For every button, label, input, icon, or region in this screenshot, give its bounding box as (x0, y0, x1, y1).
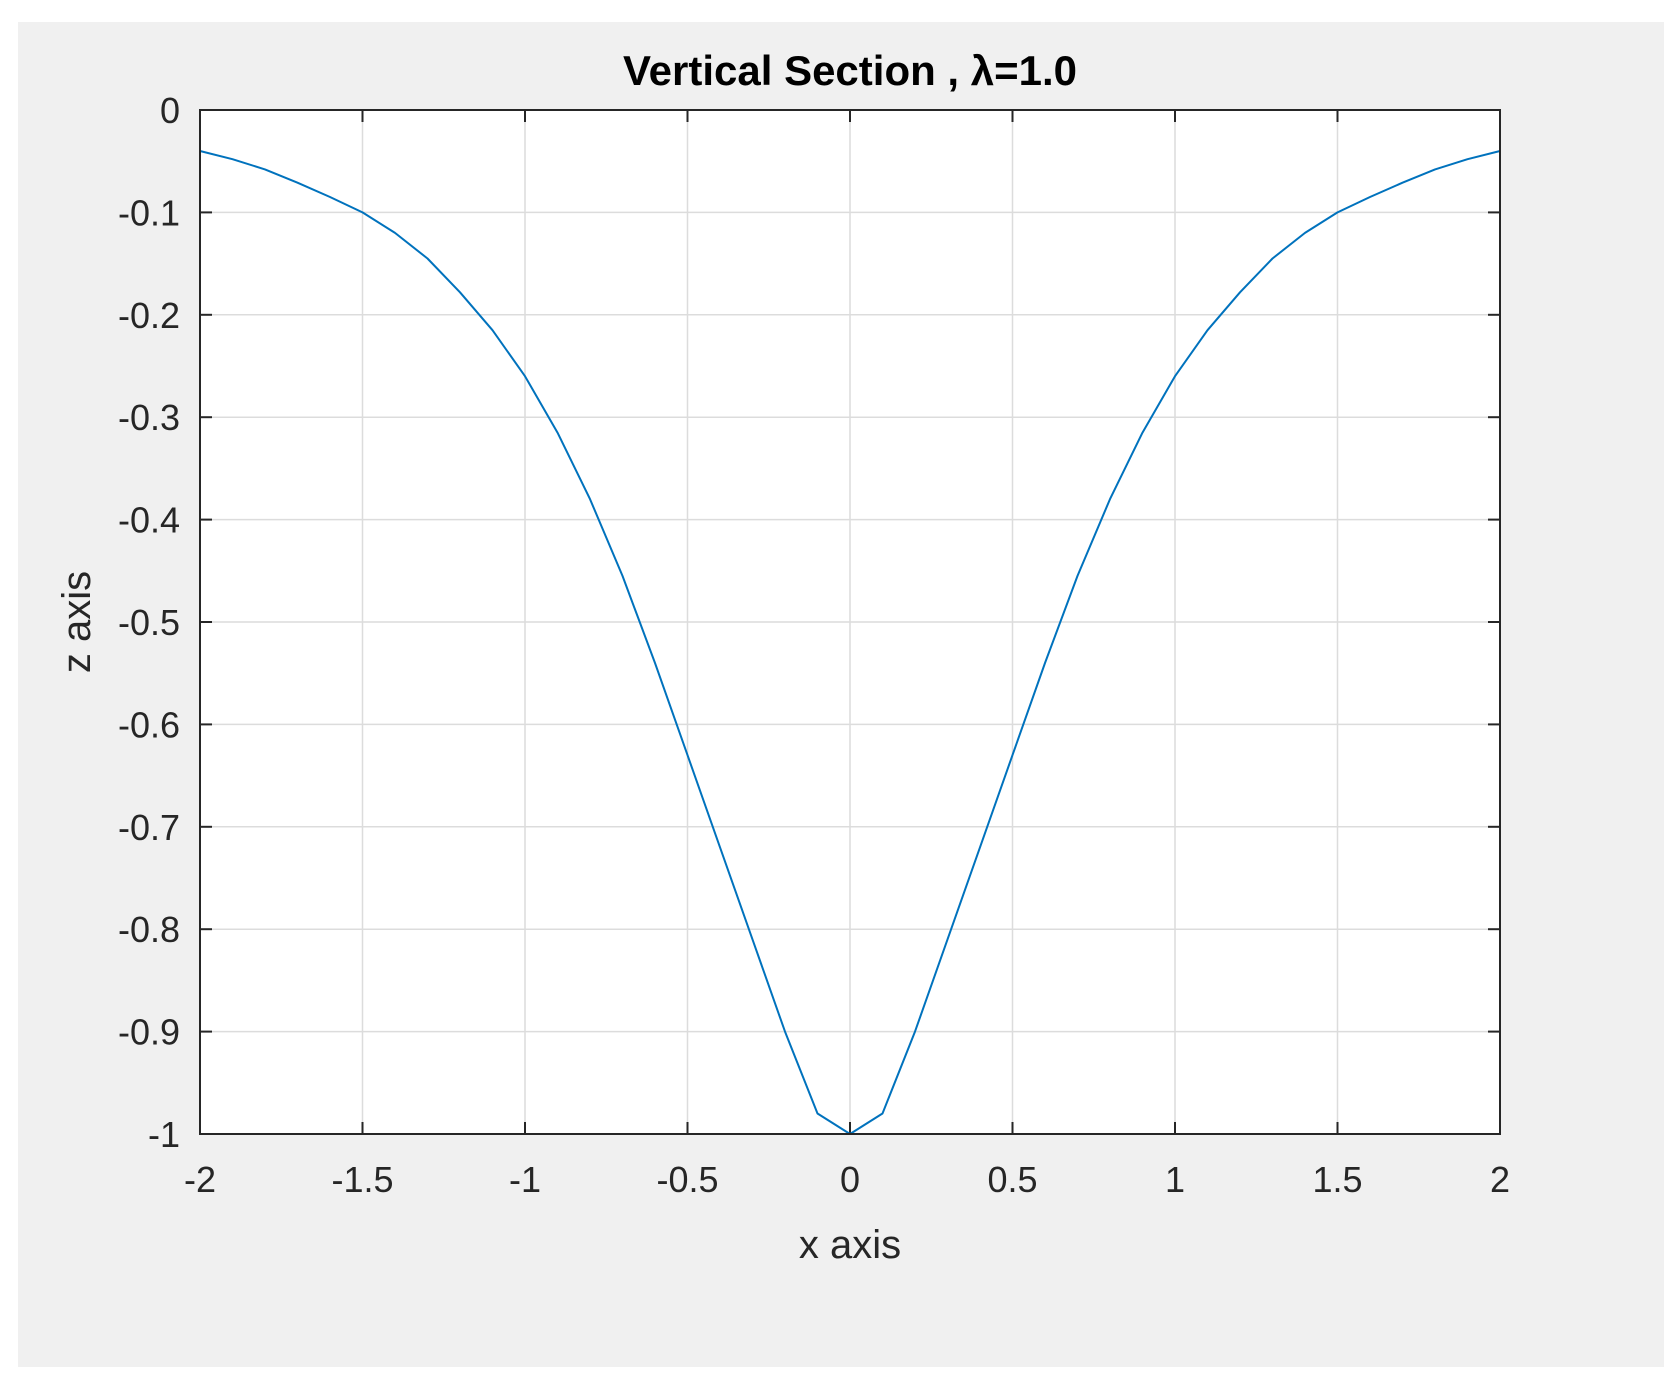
y-tick-label: -0.2 (118, 295, 180, 336)
y-tick-labels: 0 -0.1 -0.2 -0.3 -0.4 -0.5 -0.6 -0.7 -0.8 -0.9 -1 (118, 90, 180, 1155)
y-tick-label: -0.3 (118, 397, 180, 438)
x-tick-label: 0 (840, 1159, 860, 1200)
figure-panel: -2 -1.5 -1 -0.5 0 0.5 1 1.5 2 0 -0.1 -0.2 -0.3 -0.4 -… (18, 22, 1664, 1367)
x-tick-label: -0.5 (656, 1159, 718, 1200)
plot-frame (199, 109, 1501, 1135)
y-axis-title: z axis (55, 571, 99, 673)
y-tick-label: -0.1 (118, 192, 180, 233)
x-tick-label: -1.5 (331, 1159, 393, 1200)
x-axis-title: x axis (799, 1223, 901, 1267)
y-tick-label: -0.7 (118, 807, 180, 848)
chart-title: Vertical Section , λ=1.0 (623, 47, 1077, 94)
y-tick-label: -0.6 (118, 704, 180, 745)
x-tick-label: 2 (1490, 1159, 1510, 1200)
x-tick-label: 1 (1165, 1159, 1185, 1200)
y-tick-label: -0.4 (118, 500, 180, 541)
y-tick-label: 0 (160, 90, 180, 131)
x-tick-label: 0.5 (987, 1159, 1037, 1200)
x-tick-label: -1 (509, 1159, 541, 1200)
y-tick-label: -0.9 (118, 1012, 180, 1053)
y-tick-label: -0.5 (118, 602, 180, 643)
y-tick-label: -1 (148, 1114, 180, 1155)
y-tick-label: -0.8 (118, 909, 180, 950)
line-chart: -2 -1.5 -1 -0.5 0 0.5 1 1.5 2 0 -0.1 -0.2 -0.3 -0.4 -… (55, 47, 1510, 1267)
x-tick-label: -2 (184, 1159, 216, 1200)
x-tick-labels: -2 -1.5 -1 -0.5 0 0.5 1 1.5 2 (184, 1159, 1510, 1200)
x-tick-label: 1.5 (1312, 1159, 1362, 1200)
